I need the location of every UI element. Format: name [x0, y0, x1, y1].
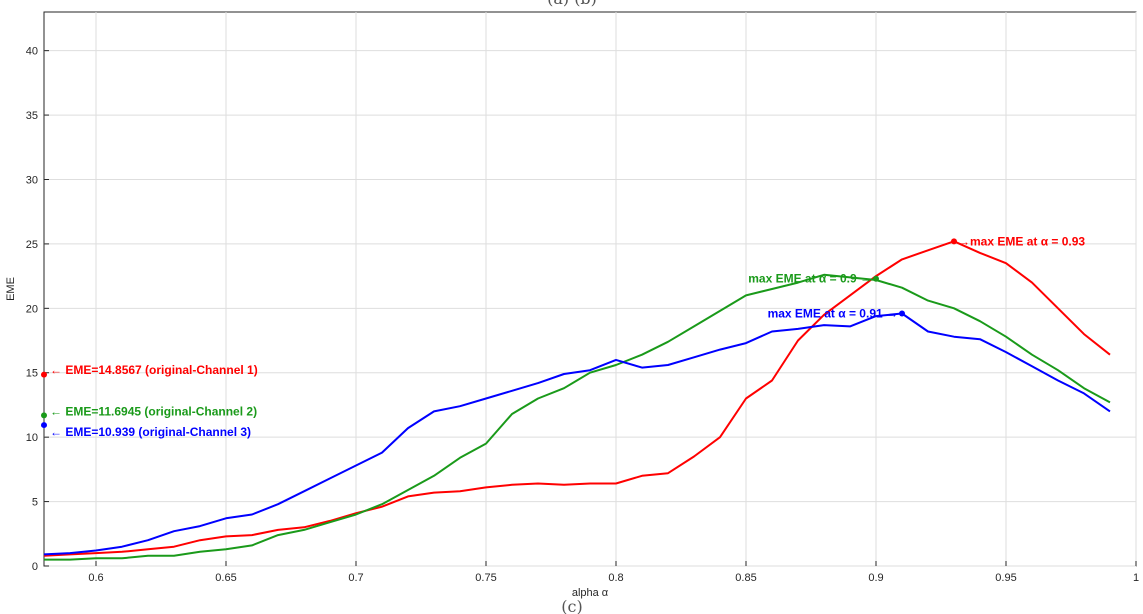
x-tick-label: 0.6: [88, 572, 103, 584]
series-line-3: [43, 312, 1111, 556]
top-caption: (a) (b): [547, 0, 597, 8]
x-tick-label: 0.8: [608, 572, 623, 584]
y-axis-ticks: 0 5 10 15 20 25 30 35 40: [26, 46, 49, 573]
data-point-marker: [899, 310, 905, 317]
x-tick-label: 0.95: [995, 572, 1016, 584]
x-axis-ticks: 0.6 0.65 0.7 0.75 0.8 0.85 0.9 0.95 1: [88, 561, 1139, 584]
annotation-label: ← EME=10.939 (original-Channel 3): [50, 425, 251, 439]
annotation-label: ← EME=14.8567 (original-Channel 1): [50, 363, 258, 377]
y-tick-label: 30: [26, 174, 38, 186]
y-tick-label: 20: [26, 303, 38, 315]
series-line-2: [44, 273, 1111, 561]
x-tick-label: 1: [1133, 572, 1139, 584]
series-lines: [43, 240, 1111, 561]
data-point-marker: [873, 275, 879, 282]
y-tick-label: 25: [26, 239, 38, 251]
annotation-label: max EME at α = 0.91 →: [768, 306, 898, 320]
annotation-label: ← EME=11.6945 (original-Channel 2): [50, 404, 257, 418]
x-tick-label: 0.65: [215, 572, 236, 584]
y-tick-label: 35: [26, 110, 38, 122]
data-point-marker: [41, 422, 47, 429]
data-point-marker: [951, 238, 957, 245]
data-point-marker: [41, 412, 47, 419]
bottom-caption: (c): [561, 597, 582, 614]
annotations: ← EME=14.8567 (original-Channel 1) ← EME=…: [50, 234, 1085, 439]
y-axis-label: EME: [5, 277, 17, 301]
x-tick-label: 0.85: [735, 572, 756, 584]
y-tick-label: 10: [26, 432, 38, 444]
y-tick-label: 40: [26, 46, 38, 58]
y-tick-label: 5: [32, 497, 38, 509]
x-tick-label: 0.9: [868, 572, 883, 584]
series-markers: [41, 238, 957, 429]
y-tick-label: 0: [32, 561, 38, 573]
annotation-label: →max EME at α = 0.93: [958, 234, 1085, 248]
data-point-marker: [41, 371, 47, 378]
series-line-1: [43, 240, 1111, 557]
annotation-label: max EME at α = 0.9 →: [748, 272, 872, 286]
x-axis-label: alpha α: [572, 587, 609, 599]
y-tick-label: 15: [26, 368, 38, 380]
x-tick-label: 0.7: [348, 572, 363, 584]
x-tick-label: 0.75: [475, 572, 496, 584]
